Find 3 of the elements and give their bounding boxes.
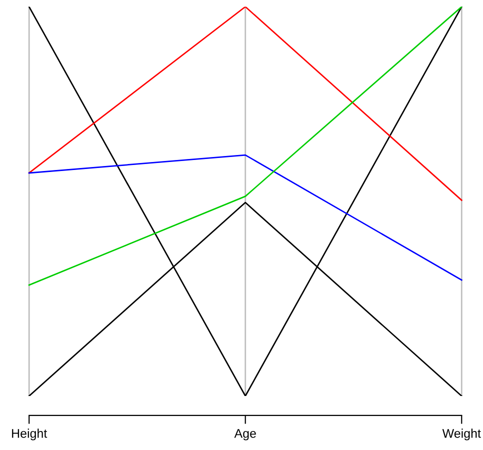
- x-tick-label: Weight: [442, 428, 481, 440]
- x-tick-label: Age: [234, 429, 256, 440]
- x-tick-label: Height: [12, 428, 48, 440]
